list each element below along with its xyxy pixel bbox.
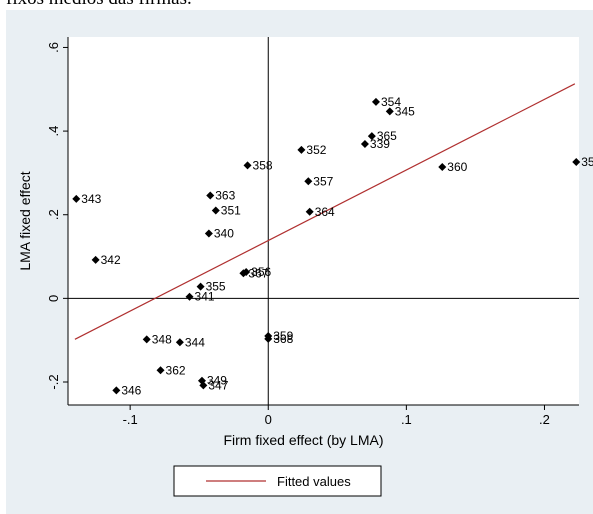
point-label: 339	[370, 137, 390, 151]
data-point	[371, 97, 380, 106]
y-tick-label: .2	[46, 209, 61, 220]
scatter-chart: -.1 0.1.2-.20.2.4.63433423463483623443413…	[17, 37, 593, 497]
data-point	[367, 132, 376, 141]
point-label: 354	[381, 95, 401, 109]
data-point	[385, 107, 394, 116]
point-label: 341	[195, 290, 215, 304]
point-label: 352	[306, 143, 326, 157]
y-axis-title: LMA fixed effect	[17, 171, 33, 270]
point-label: 345	[395, 104, 415, 118]
point-label: 360	[447, 160, 467, 174]
data-point	[196, 282, 205, 291]
point-label: 365	[377, 129, 397, 143]
x-tick-label: 0	[265, 412, 272, 427]
data-point	[185, 292, 194, 301]
point-label: 368	[273, 332, 293, 346]
data-point	[142, 335, 151, 344]
legend-label: Fitted values	[277, 474, 351, 489]
point-label: 362	[166, 363, 186, 377]
data-point	[438, 163, 447, 172]
point-label: 358	[253, 158, 273, 172]
y-tick-label: 0	[46, 295, 61, 302]
data-point	[297, 145, 306, 154]
x-axis-title: Firm fixed effect (by LMA)	[223, 432, 383, 448]
point-label: 351	[221, 204, 241, 218]
y-tick-label: .6	[46, 42, 61, 53]
point-label: 349	[207, 374, 227, 388]
caption: fixos médios das firmas.	[6, 0, 192, 10]
point-label: 346	[121, 383, 141, 397]
data-point	[242, 268, 251, 277]
point-label: 347	[208, 378, 228, 392]
data-point	[175, 338, 184, 347]
x-tick-label: .2	[539, 412, 550, 427]
data-point	[72, 194, 81, 203]
data-point	[305, 207, 314, 216]
point-label: 356	[251, 265, 271, 279]
point-label: 340	[214, 227, 234, 241]
data-point	[199, 381, 208, 390]
point-label: 367	[248, 266, 268, 280]
y-tick-label: -.2	[46, 374, 61, 389]
point-label: 343	[81, 192, 101, 206]
data-point	[211, 206, 220, 215]
point-label: 363	[215, 188, 235, 202]
y-tick-label: .4	[46, 126, 61, 137]
data-point	[156, 366, 165, 375]
data-point	[112, 386, 121, 395]
fitted-line	[74, 83, 576, 340]
point-label: 342	[101, 253, 121, 267]
point-label: 357	[313, 174, 333, 188]
data-point	[360, 140, 369, 149]
point-label: 355	[206, 280, 226, 294]
data-point	[206, 191, 215, 200]
data-point	[91, 255, 100, 264]
point-label: 35	[581, 155, 593, 169]
x-tick-label: -.1	[123, 412, 138, 427]
data-point	[572, 158, 581, 167]
point-label: 359	[273, 329, 293, 343]
data-point	[304, 177, 313, 186]
plot-area	[68, 37, 579, 405]
point-label: 364	[315, 205, 335, 219]
data-point	[264, 334, 273, 343]
data-point	[204, 229, 213, 238]
chart-panel: -.1 0.1.2 -.2 0.2.4.6 343 342 346 348 362 344 341 3…	[6, 10, 593, 514]
x-tick-label: .1	[401, 412, 412, 427]
point-label: 344	[185, 335, 205, 349]
data-point	[243, 161, 252, 170]
point-label: 348	[152, 332, 172, 346]
